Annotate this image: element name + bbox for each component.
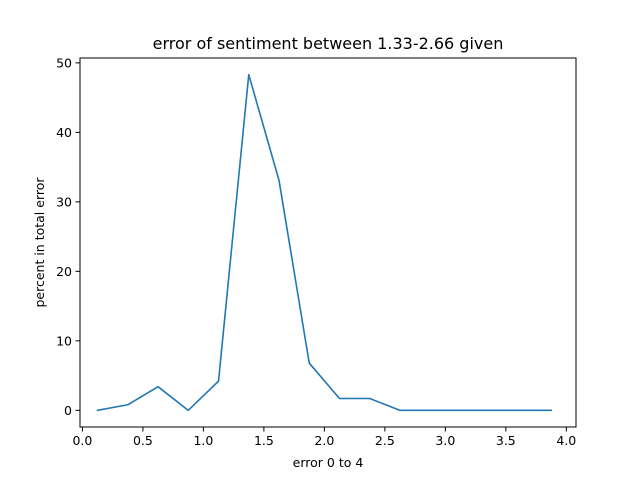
x-axis-label: error 0 to 4 (293, 455, 364, 470)
x-tick-label: 1.5 (254, 433, 274, 448)
x-tick-label: 4.0 (556, 433, 576, 448)
y-tick-label: 10 (56, 333, 72, 348)
y-tick-label: 30 (56, 194, 72, 209)
y-tick-label: 50 (56, 55, 72, 70)
series-line-0 (96, 73, 553, 412)
y-tick-label: 0 (64, 403, 72, 418)
y-axis-label: percent in total error (32, 177, 47, 308)
x-tick-label: 2.0 (314, 433, 334, 448)
x-tick-label: 2.5 (375, 433, 395, 448)
x-tick-label: 3.0 (435, 433, 455, 448)
x-tick-label: 1.0 (193, 433, 213, 448)
y-tick-label: 20 (56, 264, 72, 279)
x-tick-label: 0.5 (133, 433, 153, 448)
plot-area (96, 73, 553, 412)
chart-title: error of sentiment between 1.33-2.66 giv… (153, 34, 504, 53)
x-tick-label: 3.5 (496, 433, 516, 448)
x-axis: 0.0 0.5 1.0 1.5 2.0 2.5 3.0 3.5 4.0 (72, 427, 576, 448)
y-axis: 0 10 20 30 40 50 (56, 55, 80, 418)
axes-frame (79, 57, 577, 428)
x-tick-label: 0.0 (72, 433, 92, 448)
y-tick-label: 40 (56, 125, 72, 140)
